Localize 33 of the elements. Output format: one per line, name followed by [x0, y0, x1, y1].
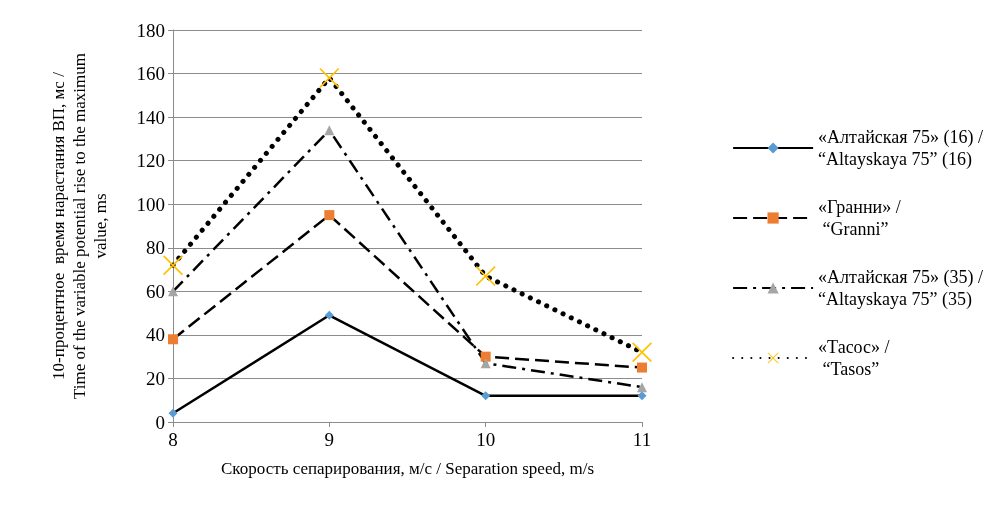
y-tick-label: 100 — [136, 193, 165, 215]
y-tick-label: 60 — [146, 280, 165, 302]
y-tick-label: 20 — [146, 367, 165, 389]
point — [481, 391, 491, 401]
y-tick-label: 0 — [155, 411, 165, 433]
legend-label: «Алтайская 75» (16) / “Altayskaya 75” (16) — [818, 127, 984, 170]
point — [324, 210, 335, 221]
point — [324, 125, 335, 136]
legend-label: «Гранни» / “Granni” — [818, 197, 901, 239]
point — [637, 391, 647, 401]
y-tick-label: 160 — [136, 63, 165, 85]
x-tick-label: 9 — [324, 429, 335, 450]
y-tick-label: 80 — [146, 237, 165, 259]
point — [637, 382, 647, 393]
point — [168, 408, 178, 418]
y-tick-label: 180 — [136, 19, 165, 41]
y-tick-label: 140 — [136, 106, 165, 128]
x-tick-label: 11 — [632, 429, 652, 450]
y-axis-title: 10-процентное время нарастания ВП, мс / Time of the variable potential rise to the maximum value, ms — [49, 53, 110, 399]
point — [480, 351, 491, 362]
point — [637, 362, 647, 373]
legend-label: «Алтайская 75» (35) / “Altayskaya 75” (35) — [818, 267, 984, 310]
y-tick-label: 120 — [136, 150, 165, 172]
point — [168, 334, 178, 345]
point — [168, 286, 178, 297]
y-tick-label: 40 — [146, 324, 165, 346]
point — [480, 358, 491, 369]
point — [324, 310, 334, 320]
x-tick-label: 10 — [476, 429, 496, 450]
x-tick-label: 8 — [168, 429, 178, 450]
legend-label: «Тасос» / “Tasos” — [818, 337, 890, 379]
x-axis-title: Скорость сепарирования, м/с / Separation speed, m/s — [220, 459, 595, 478]
point — [163, 255, 183, 276]
